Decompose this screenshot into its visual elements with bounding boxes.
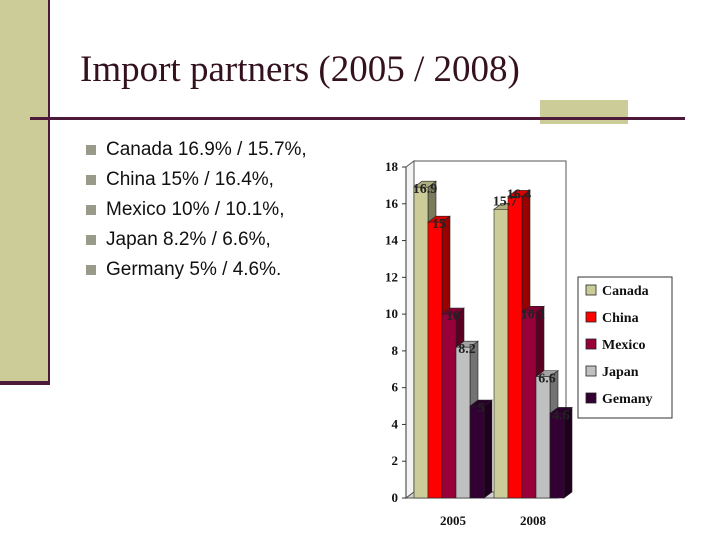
legend-swatch xyxy=(585,392,597,404)
y-tick-label: 12 xyxy=(385,269,398,284)
bullet-text: Canada 16.9% / 15.7%, xyxy=(106,139,307,160)
data-label: 4.6 xyxy=(552,408,570,423)
data-label: 15 xyxy=(432,217,446,232)
legend-label: China xyxy=(602,311,639,326)
bullet-list: Canada 16.9% / 15.7%, China 15% / 16.4%,… xyxy=(86,135,307,285)
bar xyxy=(549,413,565,499)
title-rule xyxy=(30,117,685,120)
bullet-item: China 15% / 16.4%, xyxy=(86,165,307,195)
vertical-rule xyxy=(48,0,50,383)
y-tick-label: 14 xyxy=(385,233,399,248)
bar xyxy=(413,186,429,499)
data-label: 6.6 xyxy=(538,372,556,387)
y-tick-label: 4 xyxy=(392,416,399,431)
bar xyxy=(427,221,443,499)
bullet-text: Mexico 10% / 10.1%, xyxy=(106,199,285,220)
x-category-label: 2005 xyxy=(440,513,467,528)
bar xyxy=(455,346,471,499)
y-tick-label: 16 xyxy=(385,196,399,211)
data-label: 5 xyxy=(478,401,485,416)
bar xyxy=(493,208,509,499)
x-category-label: 2008 xyxy=(520,513,547,528)
bullet-text: China 15% / 16.4%, xyxy=(106,169,274,190)
slide-title: Import partners (2005 / 2008) xyxy=(80,49,520,90)
bullet-text: Japan 8.2% / 6.6%, xyxy=(106,229,271,250)
chart-side-wall xyxy=(405,160,415,499)
legend-label: Canada xyxy=(602,284,649,299)
y-tick-label: 10 xyxy=(385,306,398,321)
bar xyxy=(469,405,485,499)
bullet-item: Mexico 10% / 10.1%, xyxy=(86,195,307,225)
sidebar-edge xyxy=(0,381,50,385)
accent-sidebar xyxy=(0,0,48,383)
y-tick-label: 18 xyxy=(385,159,399,174)
bullet-item: Japan 8.2% / 6.6%, xyxy=(86,225,307,255)
data-label: 10.1 xyxy=(521,307,546,322)
data-label: 15.7 xyxy=(493,194,518,209)
legend-label: Mexico xyxy=(602,338,646,353)
bar xyxy=(535,376,551,499)
data-label: 16.9 xyxy=(413,182,438,197)
bullet-square-icon xyxy=(86,265,96,275)
data-label: 10 xyxy=(446,309,460,324)
bar xyxy=(441,313,457,499)
bullet-text: Germany 5% / 4.6%. xyxy=(106,259,282,280)
bar xyxy=(507,196,523,499)
y-tick-label: 8 xyxy=(392,343,399,358)
bar-side xyxy=(483,399,493,499)
y-tick-label: 6 xyxy=(392,380,399,395)
legend-label: Gemany xyxy=(602,392,653,407)
legend-label: Japan xyxy=(602,365,639,380)
y-tick-label: 0 xyxy=(392,490,399,505)
legend-swatch xyxy=(585,338,597,350)
bullet-square-icon xyxy=(86,235,96,245)
legend-swatch xyxy=(585,311,597,323)
data-label: 16.4 xyxy=(507,187,532,202)
bullet-item: Canada 16.9% / 15.7%, xyxy=(86,135,307,165)
bullet-square-icon xyxy=(86,175,96,185)
accent-box xyxy=(540,100,628,124)
bullet-square-icon xyxy=(86,205,96,215)
legend-swatch xyxy=(585,284,597,296)
legend-swatch xyxy=(585,365,597,377)
bullet-square-icon xyxy=(86,145,96,155)
y-tick-label: 2 xyxy=(392,453,399,468)
bar xyxy=(521,311,537,499)
data-label: 8.2 xyxy=(458,342,476,357)
bullet-item: Germany 5% / 4.6%. xyxy=(86,255,307,285)
